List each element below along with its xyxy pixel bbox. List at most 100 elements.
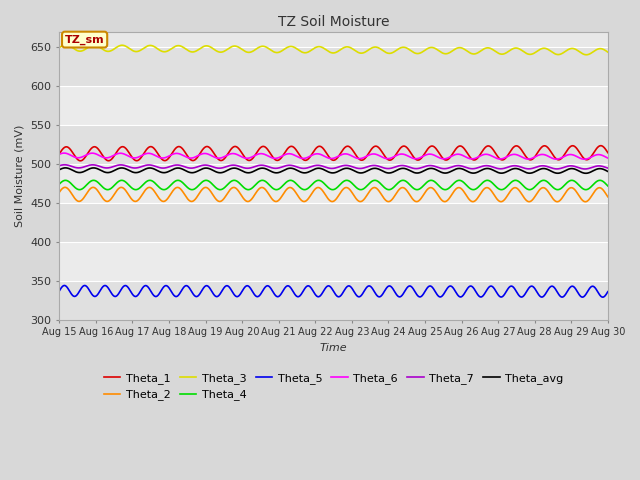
Theta_1 [308,152,316,157]
Theta_6 [488,153,495,159]
Theta_4 [604,183,612,189]
X-axis label: Time: Time [320,343,348,353]
Theta_1 [597,143,605,149]
Theta_4 [308,182,316,188]
Theta_5 [60,283,68,288]
Theta_1 [588,152,596,158]
Theta_6 [60,150,68,156]
Theta_3 [84,45,92,50]
Text: TZ_sm: TZ_sm [65,35,104,45]
Theta_3 [604,49,612,55]
Theta_avg [56,167,63,173]
Theta_6 [580,156,588,162]
Bar [60,125,608,164]
Bar [60,242,608,281]
Y-axis label: Soil Moisture (mV): Soil Moisture (mV) [15,124,25,227]
Theta_5 [599,294,607,300]
Theta_4 [488,180,495,185]
Theta_6 [588,154,596,159]
Theta_5 [323,284,330,290]
Theta_2 [61,184,69,190]
Theta_6 [604,155,612,161]
Theta_4 [588,183,596,189]
Theta_avg [589,168,596,174]
Theta_2 [56,190,63,195]
Theta_1 [84,151,92,156]
Line: Theta_3: Theta_3 [60,45,608,55]
Theta_4 [104,187,111,192]
Theta_7 [581,166,589,172]
Theta_5 [604,289,612,295]
Theta_avg [308,168,316,173]
Theta_4 [589,182,596,188]
Theta_2 [604,194,612,200]
Bar [60,86,608,125]
Theta_3 [488,46,495,52]
Theta_2 [84,189,92,195]
Line: Theta_7: Theta_7 [60,165,608,169]
Theta_2 [588,192,596,198]
Theta_3 [62,42,70,48]
Legend: Theta_1, Theta_2, Theta_3, Theta_4, Theta_5, Theta_6, Theta_7, Theta_avg: Theta_1, Theta_2, Theta_3, Theta_4, Thet… [99,369,568,405]
Theta_1 [488,145,495,151]
Theta_7 [84,163,92,168]
Theta_avg [84,167,92,173]
Line: Theta_4: Theta_4 [60,180,608,190]
Theta_7 [308,164,316,169]
Theta_3 [589,49,596,55]
Theta_1 [588,153,596,158]
Theta_7 [488,164,495,169]
Title: TZ Soil Moisture: TZ Soil Moisture [278,15,389,29]
Theta_4 [83,181,91,187]
Line: Theta_6: Theta_6 [60,153,608,159]
Line: Theta_5: Theta_5 [60,286,608,297]
Theta_avg [323,168,330,174]
Theta_avg [488,167,495,172]
Theta_2 [308,191,316,196]
Theta_1 [56,151,63,157]
Line: Theta_1: Theta_1 [60,146,608,161]
Theta_2 [589,192,596,198]
Theta_5 [588,284,596,289]
Theta_7 [323,165,330,170]
Theta_7 [61,162,68,168]
Theta_6 [323,154,330,160]
Theta_1 [77,158,84,164]
Theta_7 [604,165,612,171]
Bar [60,164,608,203]
Theta_3 [56,45,63,50]
Line: Theta_avg: Theta_avg [60,168,608,173]
Theta_6 [308,153,316,158]
Theta_4 [323,183,330,189]
Theta_1 [323,150,330,156]
Theta_5 [56,288,63,294]
Bar [60,281,608,320]
Theta_3 [588,49,596,55]
Theta_3 [308,47,316,53]
Theta_avg [582,170,589,176]
Theta_3 [582,52,590,58]
Theta_avg [604,168,612,174]
Theta_4 [56,181,63,187]
Theta_7 [56,163,63,168]
Theta_5 [588,283,596,289]
Bar [60,203,608,242]
Theta_2 [488,188,495,194]
Theta_6 [56,151,63,157]
Theta_avg [61,165,69,171]
Bar [60,47,608,86]
Theta_2 [323,193,330,199]
Theta_3 [323,47,330,53]
Theta_5 [488,283,495,289]
Theta_7 [588,165,596,170]
Theta_4 [371,178,379,183]
Line: Theta_2: Theta_2 [60,187,608,202]
Theta_7 [589,164,596,170]
Theta_6 [84,151,92,157]
Theta_1 [604,150,612,156]
Theta_5 [308,286,316,292]
Theta_5 [84,285,92,290]
Theta_avg [588,168,596,174]
Theta_2 [582,199,589,204]
Theta_6 [589,154,596,159]
